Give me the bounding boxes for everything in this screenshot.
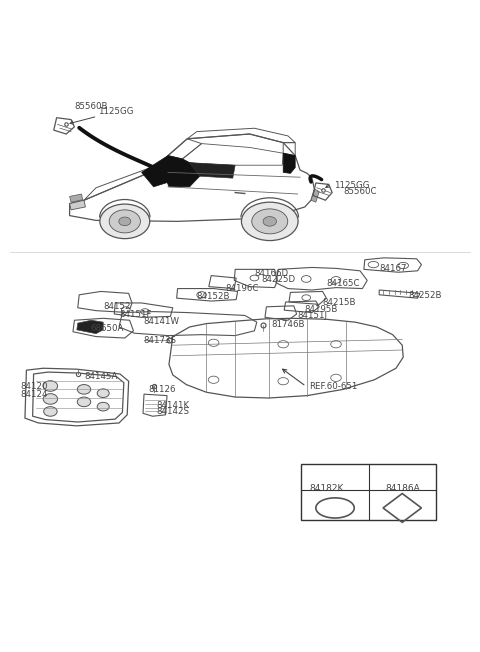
Ellipse shape	[241, 202, 298, 241]
Ellipse shape	[197, 291, 206, 298]
Text: 84151F: 84151F	[119, 310, 152, 319]
Ellipse shape	[316, 498, 354, 518]
Ellipse shape	[263, 216, 276, 226]
Ellipse shape	[121, 307, 130, 312]
Text: 85560C: 85560C	[343, 186, 377, 196]
Text: 84182K: 84182K	[309, 484, 344, 493]
Polygon shape	[166, 163, 202, 187]
Ellipse shape	[331, 340, 341, 348]
Text: 84196C: 84196C	[226, 284, 259, 293]
Text: 84142S: 84142S	[156, 408, 189, 417]
Text: 84195B: 84195B	[304, 304, 338, 314]
Ellipse shape	[278, 378, 288, 385]
Polygon shape	[283, 153, 295, 173]
Ellipse shape	[97, 389, 109, 398]
Text: 84167: 84167	[379, 264, 407, 273]
Text: 85560B: 85560B	[74, 102, 108, 111]
Ellipse shape	[97, 402, 109, 411]
Text: 84152B: 84152B	[197, 291, 230, 301]
Ellipse shape	[119, 217, 131, 226]
Text: REF.60-651: REF.60-651	[310, 382, 358, 391]
Text: 84173S: 84173S	[143, 336, 176, 345]
Ellipse shape	[278, 340, 288, 348]
Ellipse shape	[43, 381, 58, 391]
Text: 84152: 84152	[103, 303, 131, 311]
Polygon shape	[190, 163, 235, 178]
Ellipse shape	[44, 407, 57, 416]
Text: 1125GG: 1125GG	[98, 108, 134, 117]
Text: 84151J: 84151J	[298, 311, 327, 320]
Text: 84186A: 84186A	[386, 484, 420, 493]
Text: 84225D: 84225D	[262, 275, 296, 284]
Text: 84145A: 84145A	[84, 372, 118, 381]
Ellipse shape	[208, 339, 219, 346]
Polygon shape	[70, 200, 85, 210]
Ellipse shape	[141, 308, 149, 314]
Polygon shape	[161, 175, 169, 180]
Ellipse shape	[109, 210, 140, 233]
Ellipse shape	[100, 204, 150, 239]
Ellipse shape	[77, 385, 91, 394]
Text: 84165C: 84165C	[326, 279, 360, 288]
Polygon shape	[70, 194, 83, 202]
Text: 81746B: 81746B	[271, 320, 305, 329]
Text: 84124: 84124	[20, 390, 48, 398]
Text: 1125GG: 1125GG	[334, 181, 369, 190]
Ellipse shape	[368, 261, 379, 268]
Ellipse shape	[398, 262, 408, 269]
Text: 84166D: 84166D	[254, 269, 288, 278]
Text: 84141W: 84141W	[143, 317, 179, 326]
Ellipse shape	[208, 376, 219, 383]
Text: 81126: 81126	[149, 385, 176, 394]
Ellipse shape	[301, 276, 311, 282]
Ellipse shape	[252, 209, 288, 234]
Polygon shape	[142, 156, 190, 187]
Ellipse shape	[302, 295, 311, 301]
Text: 68650A: 68650A	[90, 325, 124, 333]
Polygon shape	[311, 189, 319, 202]
Text: 84141K: 84141K	[156, 401, 189, 410]
Text: 84120: 84120	[20, 382, 48, 391]
Ellipse shape	[77, 397, 91, 407]
Text: 84215B: 84215B	[323, 299, 356, 308]
Ellipse shape	[250, 275, 259, 281]
Ellipse shape	[43, 394, 58, 404]
Text: 84252B: 84252B	[408, 291, 442, 301]
Polygon shape	[77, 320, 103, 334]
Ellipse shape	[331, 276, 341, 283]
Ellipse shape	[331, 374, 341, 381]
